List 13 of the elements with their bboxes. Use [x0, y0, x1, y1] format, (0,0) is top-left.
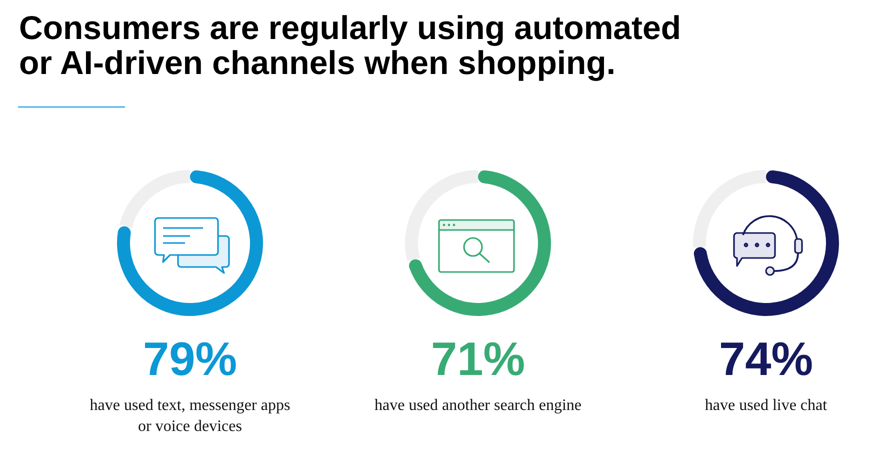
slice-label: have used another search engine: [374, 397, 582, 414]
slice-label: have used live chat: [704, 397, 828, 414]
donut-slice: [694, 170, 839, 316]
donut-slice: [119, 170, 190, 228]
slice-label: have used text, messenger apps or voice devices: [90, 397, 290, 435]
data-label: 74%: [718, 332, 814, 385]
donut-slice: [117, 170, 263, 316]
data-label: 79%: [142, 332, 238, 385]
donut-slice: [693, 170, 766, 248]
data-label: 71%: [430, 332, 526, 385]
donut-slice: [409, 170, 551, 316]
donut-slice: [405, 170, 478, 262]
chart-title: Consumers are regularly using automated or AI-driven channels when shopping.: [19, 9, 682, 81]
